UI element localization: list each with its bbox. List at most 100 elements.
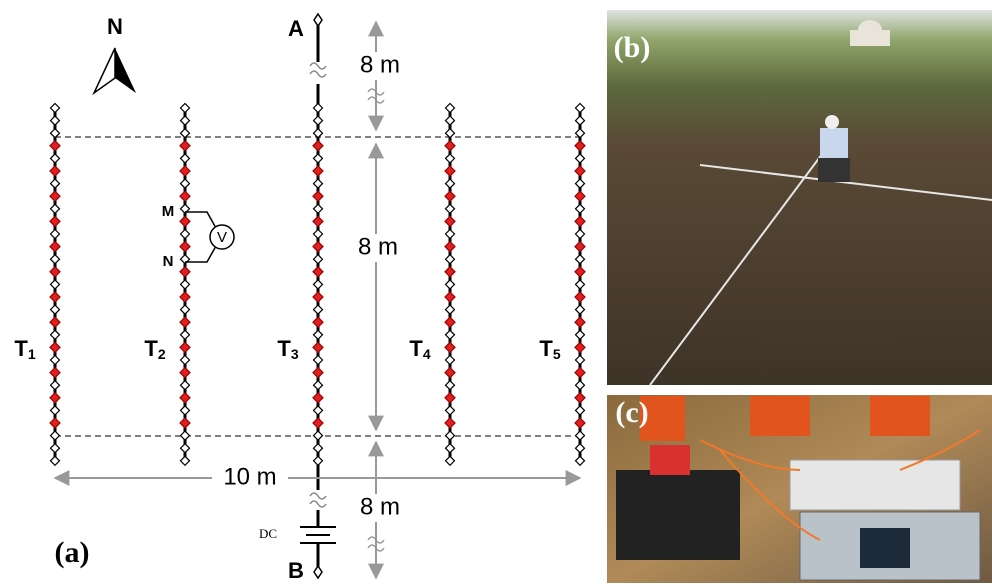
electrode [181, 305, 190, 314]
electrode [51, 129, 60, 138]
electrode [181, 356, 190, 365]
line-index: 3 [291, 346, 299, 362]
source-label: DC [259, 526, 277, 541]
electrode [445, 267, 455, 277]
panel-label: (c) [615, 396, 648, 429]
electrode [576, 129, 585, 138]
line-label: T4 [409, 336, 430, 362]
distance-label: 10 m [223, 463, 276, 490]
electrode [446, 116, 455, 125]
electrode [576, 179, 585, 188]
electrode [446, 280, 455, 289]
line-index: 4 [423, 346, 431, 362]
electrode [576, 116, 585, 125]
electrode [445, 166, 455, 176]
electrode [181, 280, 190, 289]
electrode [180, 267, 190, 277]
electrode [313, 342, 323, 352]
electrode [575, 292, 585, 302]
electrode [313, 141, 323, 151]
electrode [51, 255, 60, 264]
electrode [180, 418, 190, 428]
electrode [445, 141, 455, 151]
electrode [313, 393, 323, 403]
electrode [50, 393, 60, 403]
electrode [445, 393, 455, 403]
electrode [313, 418, 323, 428]
break [310, 63, 326, 77]
electrode [180, 368, 190, 378]
electrode [445, 418, 455, 428]
electrode [51, 356, 60, 365]
electrode [51, 444, 60, 453]
electrode [181, 116, 190, 125]
electrode [576, 356, 585, 365]
distance-label: 8 m [358, 233, 398, 260]
distance-label: 8 m [360, 493, 400, 520]
line-label: T2 [144, 336, 165, 362]
line-letter: T [144, 336, 158, 361]
electrode [181, 381, 190, 390]
electrode [313, 242, 323, 252]
line-letter: T [539, 336, 553, 361]
line-label: T5 [539, 336, 560, 362]
electrode [181, 406, 190, 415]
electrode [445, 342, 455, 352]
electrode [445, 191, 455, 201]
person [818, 158, 850, 182]
electrode [314, 444, 323, 453]
electrode [50, 242, 60, 252]
electrode [446, 129, 455, 138]
electrode [181, 230, 190, 239]
person [825, 115, 839, 129]
electrode [180, 216, 190, 226]
electrode [314, 456, 323, 465]
line-letter: T [14, 336, 28, 361]
electrode [314, 104, 323, 113]
electrode [576, 456, 585, 465]
electrode [314, 381, 323, 390]
electrode [314, 406, 323, 415]
line-letter: T [409, 336, 423, 361]
electrode [314, 356, 323, 365]
electrode [314, 330, 323, 339]
electrode [576, 280, 585, 289]
electrode [446, 356, 455, 365]
electrode [446, 104, 455, 113]
figure: N DC A B 8 m 8 m 8 m 10 m T1T2T3T4T5 V M… [0, 0, 992, 583]
electrode [446, 230, 455, 239]
panel-label: (b) [614, 31, 651, 64]
line-label: T1 [14, 336, 35, 362]
electrode [575, 141, 585, 151]
electrode [313, 166, 323, 176]
electrode [50, 317, 60, 327]
panel-label: (a) [55, 536, 90, 569]
electrode [445, 368, 455, 378]
north-label: N [107, 14, 123, 39]
electrode [446, 381, 455, 390]
electrode [446, 444, 455, 453]
electrode [51, 330, 60, 339]
electrode [446, 255, 455, 264]
electrode [180, 191, 190, 201]
break [310, 493, 326, 507]
electrode [446, 305, 455, 314]
electrode [181, 444, 190, 453]
building [858, 20, 882, 40]
electrode [314, 129, 323, 138]
electrode [313, 368, 323, 378]
electrode [50, 368, 60, 378]
electrode [576, 305, 585, 314]
electrode [51, 406, 60, 415]
electrode [181, 154, 190, 163]
electrode [575, 216, 585, 226]
electrode [446, 179, 455, 188]
electrode [50, 191, 60, 201]
electrode [51, 230, 60, 239]
electrode [313, 191, 323, 201]
electrode [50, 166, 60, 176]
electrode [575, 267, 585, 277]
electrode [446, 406, 455, 415]
meter-label: V [217, 229, 227, 246]
cable-reel [750, 396, 810, 436]
